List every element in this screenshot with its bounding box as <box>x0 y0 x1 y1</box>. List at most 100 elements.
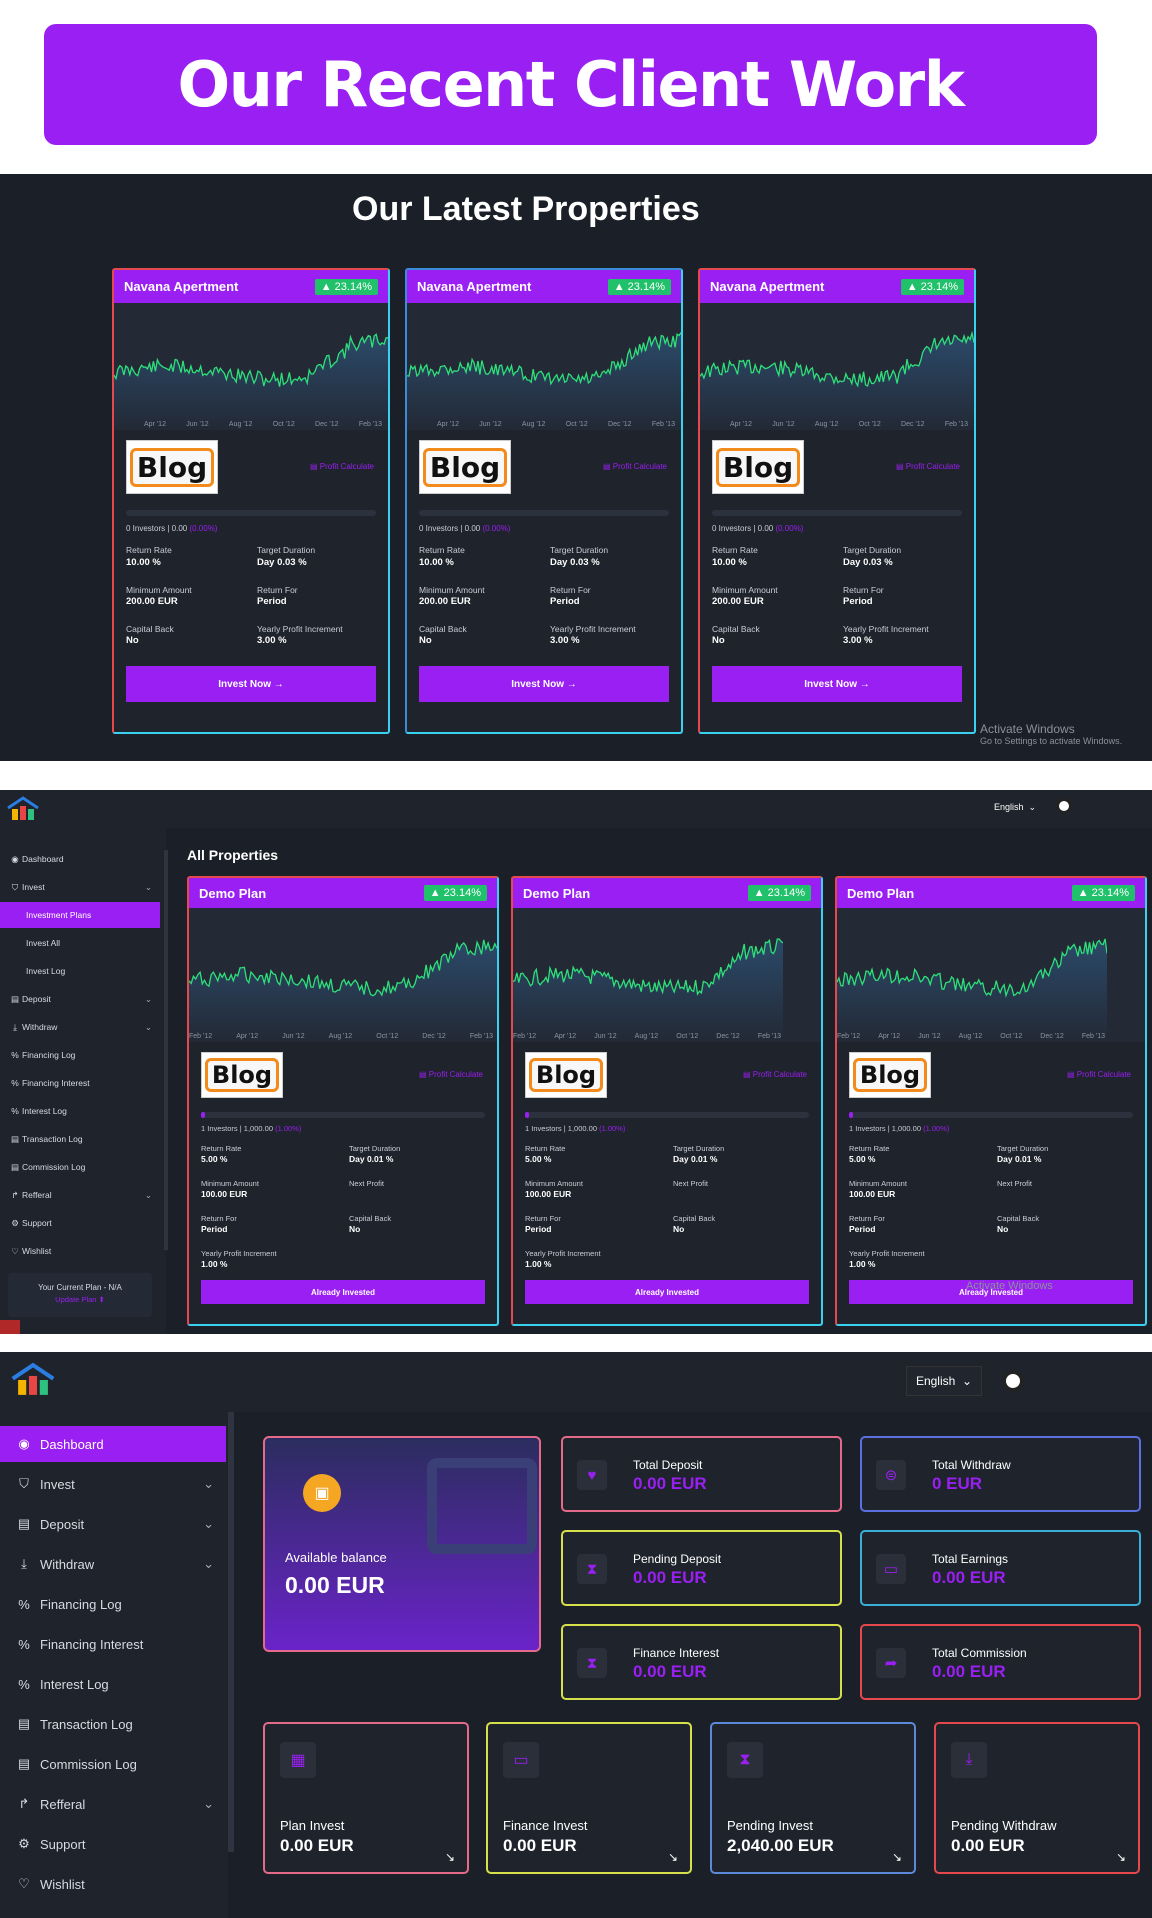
stat-card: ⧗ Pending Deposit 0.00 EUR <box>561 1530 842 1606</box>
min-amount-value: 200.00 EUR <box>126 596 178 607</box>
card-icon: ▭ <box>503 1742 539 1778</box>
yearly-label: Yearly Profit Increment <box>201 1249 277 1258</box>
tick-label: Oct '12 <box>858 421 881 428</box>
card-body: Blog ▤ Profit Calculate 0 Investors | 0.… <box>407 430 681 732</box>
min-amount-label: Minimum Amount <box>849 1179 907 1188</box>
tick-label: Oct '12 <box>565 421 588 428</box>
sidebar-item[interactable]: ↱ Refferal ⌄ <box>0 1182 164 1208</box>
sidebar-item[interactable]: ▤ Deposit ⌄ <box>0 1506 226 1542</box>
sidebar-item[interactable]: ⤓ Withdraw ⌄ <box>0 1546 226 1582</box>
invest-now-button[interactable]: Invest Now → <box>712 666 962 702</box>
sidebar-item[interactable]: ▤ Transaction Log <box>0 1706 226 1742</box>
profit-calculate-link[interactable]: ▤ Profit Calculate <box>742 1070 807 1079</box>
return-rate-value: 10.00 % <box>126 557 161 568</box>
card-title: Demo Plan <box>847 885 915 901</box>
target-duration-label: Target Duration <box>257 545 316 555</box>
sidebar-item[interactable]: Invest All <box>0 930 164 956</box>
target-duration-label: Target Duration <box>550 545 609 555</box>
profit-calculate-link[interactable]: ▤ Profit Calculate <box>309 462 374 471</box>
already-invested-button[interactable]: Already Invested <box>849 1280 1133 1304</box>
corner-icon <box>0 1320 20 1334</box>
sidebar-item[interactable]: % Interest Log <box>0 1666 226 1702</box>
plan-card: Demo Plan ▲ 23.14% Feb '12 Apr '12 Jun '12 A… <box>835 876 1147 1326</box>
tick-label: Dec '12 <box>901 421 925 428</box>
sidebar-label: Withdraw <box>22 1022 58 1032</box>
capital-back-value: No <box>712 635 725 646</box>
arrow-down-right-icon[interactable]: ↘ <box>1115 1850 1126 1864</box>
sidebar-item[interactable]: ◉ Dashboard <box>0 846 164 872</box>
return-rate-value: 5.00 % <box>201 1154 228 1164</box>
invest-now-button[interactable]: Invest Now → <box>126 666 376 702</box>
tick-label: Feb '13 <box>651 421 675 428</box>
sidebar-item[interactable]: ▤ Deposit ⌄ <box>0 986 164 1012</box>
sidebar-item[interactable]: Invest Log <box>0 958 164 984</box>
stat-value: 0.00 EUR <box>633 1474 707 1493</box>
sidebar-item[interactable]: % Financing Interest <box>0 1626 226 1662</box>
card-header: Demo Plan ▲ 23.14% <box>189 878 497 908</box>
sidebar-item[interactable]: % Interest Log <box>0 1098 164 1124</box>
sidebar-label: Refferal <box>22 1190 52 1200</box>
sidebar-item[interactable]: ⚙ Support <box>0 1210 164 1236</box>
tick-label: Jun '12 <box>186 421 209 428</box>
yearly-label: Yearly Profit Increment <box>843 624 929 634</box>
sidebar-item[interactable]: ▤ Commission Log <box>0 1154 164 1180</box>
avatar[interactable] <box>1002 1370 1024 1392</box>
target-duration-label: Target Duration <box>843 545 902 555</box>
summary-value: 0.00 EUR <box>280 1836 354 1855</box>
capital-back-label: Capital Back <box>126 624 174 634</box>
arrow-down-right-icon[interactable]: ↘ <box>891 1850 902 1864</box>
language-select[interactable]: English ⌄ <box>906 1366 982 1396</box>
invest-now-button[interactable]: Invest Now → <box>419 666 669 702</box>
blog-logo: Blog <box>201 1052 283 1098</box>
language-select[interactable]: English ⌄ <box>994 802 1037 812</box>
sidebar-item[interactable]: ↱ Refferal ⌄ <box>0 1786 226 1822</box>
sidebar-label: Interest Log <box>22 1106 67 1116</box>
yearly-value: 1.00 % <box>849 1259 876 1269</box>
sidebar-item[interactable]: ⛉ Invest ⌄ <box>0 874 164 900</box>
property-card: Navana Apertment ▲ 23.14% Apr '12 Jun '12 A… <box>112 268 390 734</box>
sidebar-item[interactable]: ⛉ Invest ⌄ <box>0 1466 226 1502</box>
card-body: Blog ▤ Profit Calculate 0 Investors | 0.… <box>114 430 388 732</box>
summary-value: 0.00 EUR <box>951 1836 1025 1855</box>
sidebar-item[interactable]: % Financing Log <box>0 1042 164 1068</box>
tick-label: Apr '12 <box>437 421 459 428</box>
capital-back-value: No <box>673 1224 685 1234</box>
sidebar-item[interactable]: ♡ Wishlist <box>0 1866 226 1902</box>
sidebar-scrollbar[interactable] <box>228 1412 234 1852</box>
investors-info: 0 Investors | 0.00 (0.00%) <box>712 524 804 533</box>
tick-label: Apr '12 <box>730 421 752 428</box>
sidebar-label: Invest <box>40 1476 75 1492</box>
arrow-down-right-icon[interactable]: ↘ <box>667 1850 678 1864</box>
sidebar-item[interactable]: ▤ Commission Log <box>0 1746 226 1782</box>
investors-info: 1 Investors | 1,000.00 (1.00%) <box>849 1124 950 1133</box>
update-plan-link[interactable]: Update Plan ⬆ <box>55 1295 105 1304</box>
profit-calculate-link[interactable]: ▤ Profit Calculate <box>895 462 960 471</box>
tick-label: Feb '12 <box>189 1033 213 1040</box>
plan-card: Demo Plan ▲ 23.14% Feb '12 Apr '12 Jun '12 A… <box>187 876 499 1326</box>
sidebar-item[interactable]: ◉ Dashboard <box>0 1426 226 1462</box>
progress-fill <box>201 1112 205 1118</box>
arrow-down-right-icon[interactable]: ↘ <box>444 1850 455 1864</box>
sidebar-item[interactable]: ⚙ Support <box>0 1826 226 1862</box>
sidebar-item[interactable]: ▤ Transaction Log <box>0 1126 164 1152</box>
sidebar-item[interactable]: % Financing Interest <box>0 1070 164 1096</box>
summary-value: 2,040.00 EUR <box>727 1836 834 1855</box>
app-logo-icon <box>10 1362 56 1403</box>
sidebar-scrollbar[interactable] <box>164 850 168 1250</box>
sidebar-item[interactable]: % Financing Log <box>0 1586 226 1622</box>
profit-calculate-link[interactable]: ▤ Profit Calculate <box>1066 1070 1131 1079</box>
sidebar-item[interactable]: ⤓ Withdraw ⌄ <box>0 1014 164 1040</box>
app-logo-icon <box>6 796 40 827</box>
next-profit-label: Next Profit <box>997 1179 1033 1188</box>
tick-label: Feb '13 <box>944 421 968 428</box>
return-for-value: Period <box>849 1224 876 1234</box>
sidebar-icon: ◉ <box>11 853 19 864</box>
profit-calculate-link[interactable]: ▤ Profit Calculate <box>418 1070 483 1079</box>
avatar[interactable] <box>1056 798 1072 814</box>
sidebar-item[interactable]: ♡ Wishlist <box>0 1238 164 1264</box>
already-invested-button[interactable]: Already Invested <box>201 1280 485 1304</box>
profit-calculate-link[interactable]: ▤ Profit Calculate <box>602 462 667 471</box>
sidebar-item[interactable]: Investment Plans <box>0 902 160 928</box>
already-invested-button[interactable]: Already Invested <box>525 1280 809 1304</box>
chart-ticks: Apr '12 Jun '12 Aug '12 Oct '12 Dec '12 Feb '… <box>437 421 675 428</box>
